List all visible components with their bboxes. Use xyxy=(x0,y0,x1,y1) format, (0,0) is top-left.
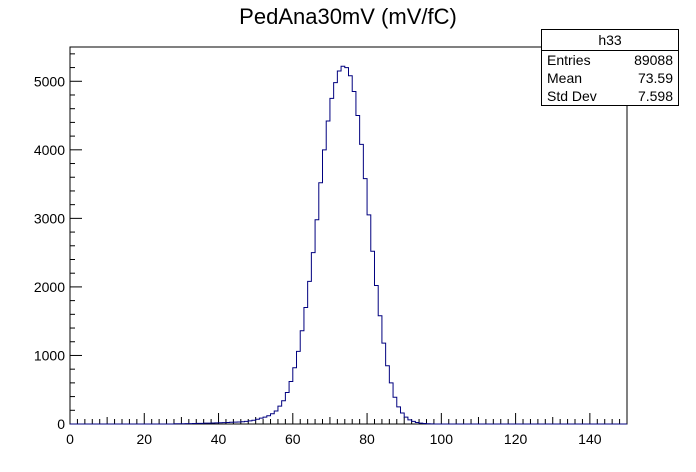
stats-label: Std Dev xyxy=(547,88,597,104)
histogram-bins xyxy=(174,66,434,424)
histogram-bin xyxy=(315,220,319,424)
y-tick-label: 0 xyxy=(57,416,65,432)
histogram-bin xyxy=(386,366,390,424)
histogram-bin xyxy=(400,413,404,424)
histogram-bin xyxy=(326,121,330,424)
histogram-bin xyxy=(337,71,341,424)
histogram-bin xyxy=(367,215,371,424)
x-tick-label: 60 xyxy=(285,431,301,447)
histogram-bin xyxy=(300,331,304,424)
histogram-bin xyxy=(289,382,293,424)
histogram-bin xyxy=(378,316,382,424)
histogram-bin xyxy=(282,401,286,424)
stats-row-mean: Mean 73.59 xyxy=(542,69,678,87)
stats-label: Entries xyxy=(547,52,591,68)
histogram-bin xyxy=(259,418,263,424)
y-tick-label: 3000 xyxy=(34,210,65,226)
x-tick-label: 40 xyxy=(211,431,227,447)
histogram-bin xyxy=(267,416,271,424)
histogram-bin xyxy=(371,251,375,424)
histogram-outline xyxy=(70,65,627,425)
histogram-bin xyxy=(330,98,334,424)
histogram-bin xyxy=(263,417,267,424)
histogram-bin xyxy=(285,392,289,424)
plot-frame xyxy=(69,46,628,425)
stats-value: 89088 xyxy=(634,52,673,68)
y-tick-label: 2000 xyxy=(34,279,65,295)
histogram-bin xyxy=(360,144,364,424)
histogram-bin xyxy=(271,414,275,424)
histogram-bin xyxy=(293,368,297,424)
histogram-bin xyxy=(308,281,312,424)
x-tick-label: 100 xyxy=(430,431,454,447)
histogram-bin xyxy=(349,76,353,424)
histogram-bin xyxy=(374,286,378,424)
histogram-bin xyxy=(382,343,386,424)
x-axis: 0 20 40 60 80 100 120 140 xyxy=(66,413,628,447)
stats-row-stddev: Std Dev 7.598 xyxy=(542,87,678,105)
histogram-bin xyxy=(304,307,308,424)
x-tick-label: 20 xyxy=(136,431,152,447)
stats-value: 7.598 xyxy=(637,88,673,104)
histogram-bin xyxy=(278,406,282,424)
histogram-bin xyxy=(408,420,412,424)
histogram-bin xyxy=(345,68,349,424)
stats-value: 73.59 xyxy=(637,70,673,86)
y-tick-label: 4000 xyxy=(34,142,65,158)
x-tick-label: 120 xyxy=(504,431,528,447)
histogram-bin xyxy=(356,116,360,424)
x-tick-label: 140 xyxy=(578,431,602,447)
histogram-bin xyxy=(393,397,397,424)
chart-title: PedAna30mV (mV/fC) xyxy=(239,4,457,29)
histogram-bin xyxy=(323,150,327,424)
histogram-bin xyxy=(256,419,260,424)
histogram-bin xyxy=(397,407,401,424)
y-tick-label: 5000 xyxy=(34,73,65,89)
histogram-bin xyxy=(252,420,256,424)
stats-row-entries: Entries 89088 xyxy=(542,51,678,69)
y-tick-label: 1000 xyxy=(34,347,65,363)
x-tick-label: 80 xyxy=(359,431,375,447)
stats-label: Mean xyxy=(547,70,583,86)
histogram-bin xyxy=(363,179,367,424)
histogram-bin xyxy=(341,66,345,424)
histogram-bin xyxy=(352,92,356,424)
stats-box: h33 Entries 89088 Mean 73.59 Std Dev 7.5… xyxy=(541,29,679,106)
histogram-bin xyxy=(319,183,323,424)
histogram-bin xyxy=(404,417,408,424)
histogram-bin xyxy=(311,253,315,424)
histogram-bin xyxy=(389,383,393,424)
x-tick-label: 0 xyxy=(66,431,74,447)
stats-name: h33 xyxy=(542,30,678,51)
histogram-bin xyxy=(274,411,278,424)
histogram-bin xyxy=(297,351,301,424)
y-axis: 0 1000 2000 3000 4000 5000 xyxy=(34,53,82,432)
histogram-bin xyxy=(334,83,338,424)
